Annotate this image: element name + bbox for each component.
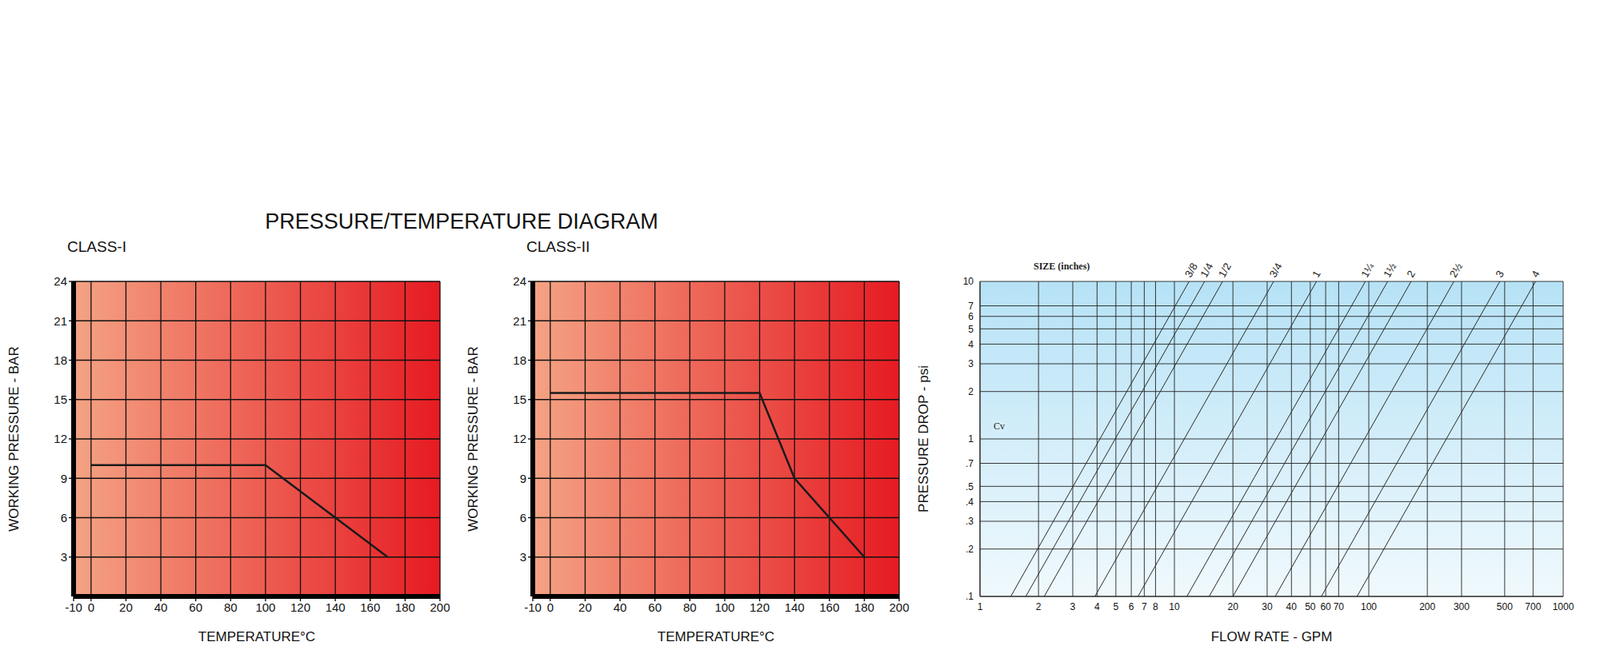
svg-text:1½: 1½: [1380, 260, 1399, 280]
svg-text:80: 80: [683, 600, 697, 615]
svg-text:180: 180: [854, 600, 875, 615]
svg-text:7: 7: [968, 300, 974, 312]
svg-text:1/2: 1/2: [1216, 260, 1234, 280]
svg-text:WORKING PRESSURE - BAR: WORKING PRESSURE - BAR: [465, 346, 481, 532]
svg-text:21: 21: [53, 314, 68, 328]
svg-text:10: 10: [1168, 601, 1180, 613]
svg-text:.4: .4: [965, 496, 974, 508]
svg-text:1: 1: [1309, 268, 1324, 280]
svg-text:80: 80: [224, 600, 238, 615]
svg-text:21: 21: [512, 314, 527, 328]
svg-text:2: 2: [1404, 268, 1418, 280]
svg-text:PRESSURE DROP - psi: PRESSURE DROP - psi: [916, 365, 932, 513]
svg-text:12: 12: [53, 432, 68, 446]
svg-text:0: 0: [88, 600, 95, 615]
svg-text:30: 30: [1261, 601, 1273, 613]
svg-text:WORKING PRESSURE - BAR: WORKING PRESSURE - BAR: [6, 346, 22, 532]
svg-text:40: 40: [154, 600, 168, 615]
svg-text:0: 0: [547, 600, 554, 615]
svg-text:18: 18: [53, 353, 68, 368]
svg-text:6: 6: [520, 511, 527, 525]
svg-text:200: 200: [429, 600, 450, 615]
svg-text:160: 160: [360, 600, 380, 615]
svg-text:40: 40: [613, 600, 628, 615]
svg-text:70: 70: [1333, 601, 1345, 613]
svg-text:40: 40: [1286, 601, 1298, 613]
svg-text:1: 1: [968, 433, 974, 445]
svg-text:.7: .7: [965, 458, 974, 470]
svg-text:-10: -10: [64, 600, 83, 615]
svg-text:18: 18: [512, 353, 527, 368]
svg-text:4: 4: [968, 339, 974, 351]
svg-text:160: 160: [819, 600, 840, 615]
svg-text:TEMPERATURE°C: TEMPERATURE°C: [657, 629, 775, 645]
svg-text:FLOW RATE - GPM: FLOW RATE - GPM: [1211, 629, 1333, 645]
svg-text:6: 6: [968, 311, 974, 323]
svg-text:50: 50: [1304, 601, 1316, 613]
svg-text:3: 3: [520, 550, 527, 564]
svg-text:10: 10: [963, 276, 975, 288]
svg-text:3: 3: [1492, 268, 1507, 280]
svg-text:3: 3: [1070, 601, 1076, 613]
svg-text:3/8: 3/8: [1182, 260, 1200, 280]
svg-text:60: 60: [188, 600, 203, 615]
svg-text:12: 12: [512, 432, 527, 446]
svg-text:6: 6: [60, 511, 68, 525]
svg-text:200: 200: [1419, 601, 1436, 613]
html-text:Cv: Cv: [993, 420, 1005, 432]
html-text:CLASS-I: CLASS-I: [67, 238, 127, 256]
svg-text:100: 100: [1360, 601, 1377, 613]
html-text:PRESSURE/TEMPERATURE DIAGRAM: PRESSURE/TEMPERATURE DIAGRAM: [264, 209, 659, 234]
svg-text:5: 5: [1113, 601, 1120, 613]
svg-text:-10: -10: [524, 600, 542, 615]
svg-text:140: 140: [325, 600, 346, 615]
svg-text:1¼: 1¼: [1358, 260, 1376, 280]
svg-text:100: 100: [255, 600, 276, 615]
svg-text:4: 4: [1094, 601, 1100, 613]
svg-text:120: 120: [749, 600, 770, 615]
svg-text:300: 300: [1453, 601, 1470, 613]
svg-text:100: 100: [714, 600, 735, 615]
html-text:CLASS-II: CLASS-II: [526, 238, 590, 256]
svg-text:24: 24: [53, 274, 68, 288]
svg-text:200: 200: [888, 600, 909, 615]
svg-text:700: 700: [1524, 601, 1541, 613]
svg-text:15: 15: [512, 392, 527, 407]
svg-text:60: 60: [648, 600, 662, 615]
svg-text:20: 20: [119, 600, 133, 615]
svg-text:24: 24: [512, 274, 527, 288]
svg-text:60: 60: [1320, 601, 1332, 613]
svg-text:1/4: 1/4: [1197, 260, 1216, 280]
svg-text:8: 8: [1152, 601, 1159, 613]
svg-text:9: 9: [60, 472, 68, 486]
svg-text:1: 1: [977, 601, 984, 613]
html-text:SIZE (inches): SIZE (inches): [1033, 260, 1090, 272]
svg-text:2: 2: [968, 386, 974, 398]
svg-text:7: 7: [1141, 601, 1148, 613]
svg-text:500: 500: [1496, 601, 1513, 613]
svg-text:180: 180: [395, 600, 416, 615]
svg-text:.2: .2: [965, 544, 974, 556]
svg-text:2: 2: [1036, 601, 1042, 613]
svg-text:1000: 1000: [1552, 601, 1575, 613]
svg-text:140: 140: [784, 600, 805, 615]
svg-text:20: 20: [578, 600, 592, 615]
svg-text:6: 6: [1128, 601, 1135, 613]
svg-text:15: 15: [53, 392, 68, 407]
svg-text:.1: .1: [965, 591, 974, 603]
svg-text:.5: .5: [965, 481, 974, 493]
svg-text:TEMPERATURE°C: TEMPERATURE°C: [198, 629, 316, 645]
svg-text:.3: .3: [965, 516, 974, 528]
svg-text:5: 5: [968, 324, 974, 336]
svg-text:3: 3: [60, 550, 68, 564]
svg-text:9: 9: [520, 472, 527, 486]
svg-text:2½: 2½: [1447, 260, 1465, 280]
svg-text:3/4: 3/4: [1267, 260, 1285, 280]
svg-text:3: 3: [968, 358, 974, 370]
svg-text:120: 120: [290, 600, 311, 615]
svg-text:20: 20: [1227, 601, 1239, 613]
svg-text:4: 4: [1528, 268, 1543, 280]
